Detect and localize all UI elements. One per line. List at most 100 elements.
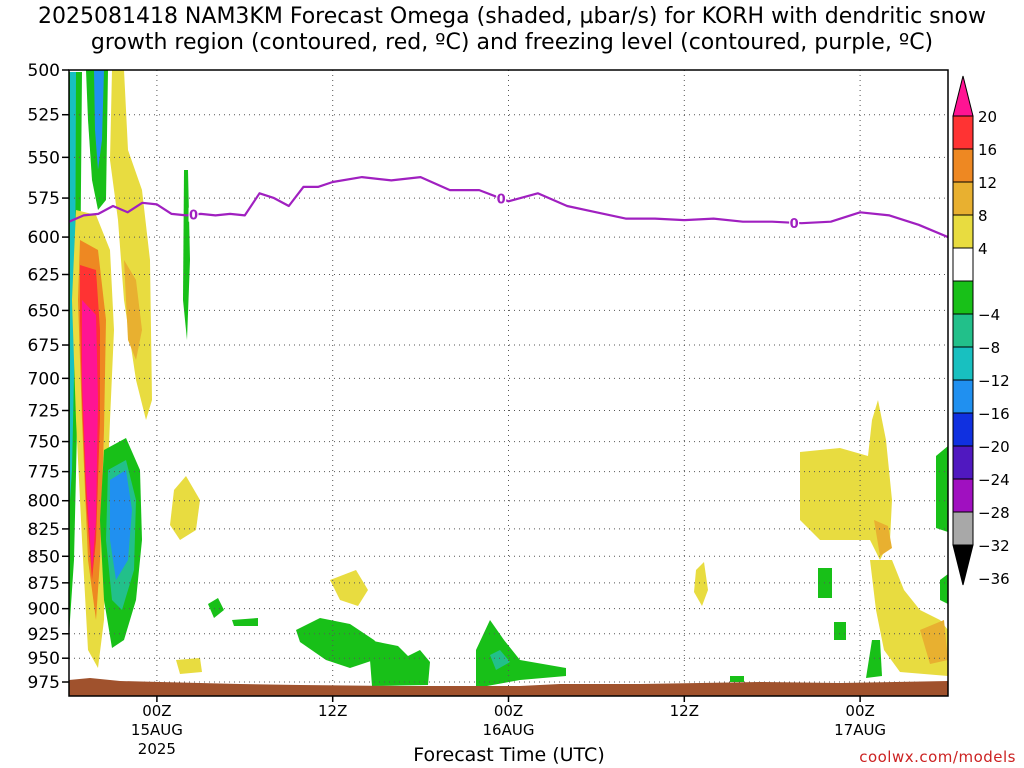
y-tick-label: 525 (28, 106, 60, 126)
omega-blob-lower-blue (110, 470, 132, 580)
freezing-contour-label: 0 (497, 192, 506, 207)
credit-link[interactable]: coolwx.com/models (859, 748, 1016, 766)
colorbar-bottom-arrow (952, 544, 974, 586)
colorbar-label: −36 (978, 570, 1010, 588)
y-tick-label: 850 (28, 547, 60, 567)
omega-blob-day2-teal (490, 650, 510, 670)
omega-blob-small-yellow (170, 476, 200, 540)
omega-blob-east-green-4 (866, 640, 882, 678)
omega-blob-core-magenta (82, 300, 98, 570)
x-tick-year: 2025 (138, 740, 176, 758)
colorbar-label: 4 (978, 240, 988, 258)
y-tick-label: 575 (28, 189, 60, 209)
x-tick-date: 15AUG (131, 721, 183, 739)
y-axis-pressure: 500 525 550 575 600 625 650 675 700 725 750 775 800 8… (28, 61, 69, 693)
x-tick-label: 00Z (142, 702, 171, 720)
omega-blob-mid-yellow (330, 570, 368, 606)
omega-blob-mid-green-b (368, 640, 430, 686)
colorbar-legend: 20 16 12 8 4 −4 −8 −12 −16 −20 −24 −28 −32 −36 (952, 75, 1010, 588)
colorbar-swatch (952, 478, 974, 513)
x-tick-label: 00Z (494, 702, 523, 720)
contour-label-bg (188, 207, 199, 222)
colorbar-swatch (952, 181, 974, 216)
x-tick-label: 12Z (318, 702, 347, 720)
y-tick-label: 975 (28, 673, 60, 693)
terrain-strip (69, 678, 948, 696)
y-tick-label: 900 (28, 600, 60, 620)
y-tick-label: 800 (28, 492, 60, 512)
omega-blob-day2-dash (730, 676, 744, 682)
colorbar-swatch (952, 412, 974, 447)
colorbar-label: −28 (978, 504, 1010, 522)
freezing-contour-label: 0 (790, 217, 799, 232)
omega-blob-east-gold-3 (920, 620, 948, 664)
colorbar-swatch (952, 379, 974, 414)
y-tick-label: 875 (28, 574, 60, 594)
omega-blob-sfc-yellow (176, 658, 202, 674)
omega-blob-column-green (183, 170, 190, 340)
colorbar-swatch (952, 214, 974, 249)
colorbar-label: −16 (978, 405, 1010, 423)
omega-blob-east-gold-2 (874, 520, 892, 556)
y-tick-label: 500 (28, 61, 60, 81)
x-tick-label: 00Z (845, 702, 874, 720)
colorbar-swatch (952, 115, 974, 150)
colorbar-label: −24 (978, 471, 1010, 489)
freezing-contour-label: 0 (189, 209, 198, 224)
colorbar-label: −12 (978, 372, 1010, 390)
colorbar-swatch (952, 313, 974, 348)
colorbar-label: 8 (978, 207, 988, 225)
title-line-2: growth region (contoured, red, ºC) and f… (90, 30, 934, 55)
contour-label-bg (789, 215, 800, 230)
y-tick-label: 775 (28, 463, 60, 483)
colorbar-label: −20 (978, 438, 1010, 456)
colorbar-swatch (952, 148, 974, 183)
freezing-level-line (69, 176, 948, 239)
y-tick-label: 725 (28, 402, 60, 422)
y-tick-label: 675 (28, 336, 60, 356)
colorbar-label: 16 (978, 141, 997, 159)
y-tick-label: 825 (28, 520, 60, 540)
omega-blob-dash-green (232, 618, 258, 626)
y-tick-label: 550 (28, 148, 60, 168)
omega-blob-dot-green (208, 598, 224, 618)
colorbar-swatch (952, 445, 974, 480)
omega-blob-upper-blue (94, 70, 104, 170)
omega-shaded-field (69, 70, 948, 688)
colorbar-swatch (952, 247, 974, 282)
y-tick-label: 950 (28, 649, 60, 669)
colorbar-label: −8 (978, 339, 1000, 357)
x-axis-label: Forecast Time (UTC) (413, 744, 605, 766)
y-tick-label: 625 (28, 265, 60, 285)
colorbar-label: −32 (978, 537, 1010, 555)
terrain-fill (69, 678, 948, 696)
colorbar-top-arrow (952, 75, 974, 117)
plot-background (69, 70, 948, 696)
colorbar-swatch (952, 280, 974, 315)
colorbar-swatch (952, 346, 974, 381)
omega-blob-day2-green (476, 620, 566, 688)
chart-title: 2025081418 NAM3KM Forecast Omega (shaded… (0, 4, 1024, 56)
y-tick-label: 700 (28, 369, 60, 389)
y-tick-label: 600 (28, 228, 60, 248)
y-tick-label: 750 (28, 433, 60, 453)
x-tick-date: 17AUG (834, 721, 886, 739)
freezing-level-contour: 0 0 0 (69, 176, 948, 239)
omega-blob-east-gold (124, 260, 142, 360)
title-line-1: 2025081418 NAM3KM Forecast Omega (shaded… (37, 4, 987, 29)
omega-blob-east-green-1 (936, 446, 948, 532)
omega-blob-east-green-3 (834, 622, 846, 640)
x-tick-label: 12Z (670, 702, 699, 720)
colorbar-label: −4 (978, 306, 1000, 324)
omega-blob-east-green-2 (818, 568, 832, 598)
omega-blob-east-green-5 (940, 574, 948, 604)
omega-blob-mid-green-a (296, 618, 384, 668)
omega-blob-day2-yellow (694, 562, 708, 606)
contour-label-bg (496, 191, 507, 206)
y-tick-label: 650 (28, 301, 60, 321)
x-tick-date: 16AUG (483, 721, 535, 739)
colorbar-label: 12 (978, 174, 997, 192)
omega-blob-east-yellow-2 (800, 400, 892, 560)
